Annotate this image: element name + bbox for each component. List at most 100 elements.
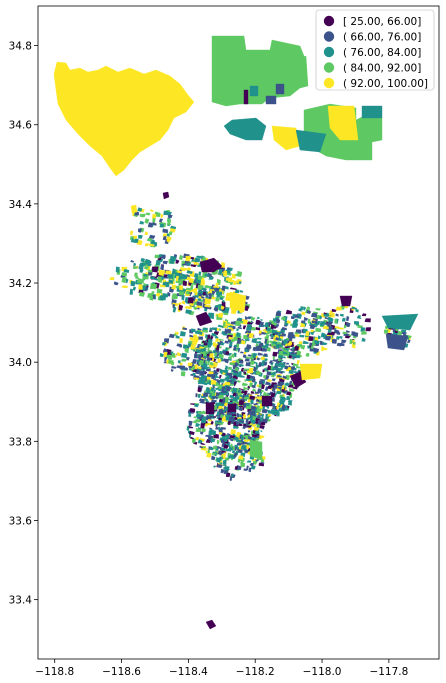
tract-region <box>361 105 383 119</box>
tract-region <box>319 321 326 327</box>
tract-region <box>264 386 269 392</box>
tract-region <box>197 336 204 340</box>
tract-region <box>200 423 205 429</box>
tract-region <box>216 345 220 351</box>
tract-region <box>195 375 200 378</box>
tract-region <box>215 338 220 342</box>
tract-region <box>244 348 249 353</box>
tract-region <box>162 236 167 241</box>
tract-region <box>351 331 356 336</box>
tract-region <box>204 423 209 427</box>
tract-region <box>171 293 179 300</box>
tract-region <box>236 331 242 338</box>
tract-region <box>250 419 256 424</box>
tract-region <box>208 371 215 375</box>
tract-region <box>327 105 359 141</box>
tract-region <box>252 352 258 357</box>
tract-region <box>289 380 293 385</box>
tract-region <box>233 452 238 458</box>
tract-region <box>177 270 183 274</box>
tract-region <box>197 298 202 302</box>
tract-region <box>306 309 312 314</box>
tract-region <box>322 341 328 346</box>
tract-region <box>176 343 182 348</box>
tract-region <box>190 264 197 268</box>
tract-region <box>278 407 283 410</box>
tract-region <box>194 403 199 408</box>
tract-region <box>270 342 276 347</box>
tract-region <box>260 319 263 322</box>
tract-region <box>276 341 281 345</box>
tract-region <box>144 243 150 247</box>
tract-region <box>151 213 157 219</box>
tract-region <box>274 332 279 336</box>
tract-region <box>276 367 281 372</box>
tract-region <box>288 388 295 392</box>
tract-region <box>308 336 314 342</box>
tract-region <box>181 358 188 362</box>
tract-region <box>261 408 268 414</box>
tract-region <box>198 292 203 297</box>
tract-region <box>234 465 239 470</box>
tract-region <box>149 282 158 290</box>
tract-region <box>217 394 224 399</box>
tract-region <box>139 220 144 225</box>
tract-region <box>132 286 137 291</box>
tract-region <box>239 290 244 293</box>
tract-region <box>383 329 389 334</box>
tract-region <box>189 430 195 436</box>
tract-region <box>207 334 211 339</box>
tract-region <box>224 367 228 370</box>
tract-region <box>190 344 196 350</box>
tract-region <box>291 357 295 360</box>
tract-region <box>277 344 284 347</box>
tract-region <box>276 318 281 324</box>
tract-region <box>258 384 263 388</box>
tract-region <box>280 365 284 371</box>
tract-region <box>231 360 237 363</box>
tract-region <box>205 401 215 415</box>
tract-region <box>237 455 244 460</box>
tract-region <box>212 396 216 400</box>
tract-region <box>161 254 166 260</box>
tract-region <box>177 360 181 364</box>
tract-region <box>152 218 156 223</box>
tract-region <box>209 353 214 359</box>
tract-region <box>295 129 327 153</box>
tract-region <box>282 405 286 409</box>
tract-region <box>345 321 351 328</box>
tract-region <box>150 209 154 213</box>
tract-region <box>198 411 203 415</box>
tract-region <box>215 387 219 391</box>
tract-region <box>184 367 189 371</box>
tract-region <box>244 315 248 320</box>
tract-region <box>339 313 344 317</box>
tract-region <box>342 331 348 335</box>
tract-region <box>246 321 253 325</box>
tract-region <box>210 386 214 392</box>
tract-region <box>202 291 207 296</box>
tract-region <box>256 408 260 413</box>
tract-region <box>237 389 241 393</box>
tract-region <box>316 321 321 325</box>
tract-region <box>180 273 188 280</box>
tract-region <box>257 388 262 394</box>
tract-region <box>192 288 196 292</box>
tract-region <box>261 347 267 352</box>
tract-region <box>156 288 163 294</box>
tract-region <box>216 439 220 445</box>
tract-region <box>247 430 251 433</box>
tract-regions <box>53 35 419 630</box>
tract-region <box>210 437 216 443</box>
tract-region <box>240 375 245 378</box>
tract-region <box>188 412 192 417</box>
tract-region <box>208 430 212 436</box>
tract-region <box>228 367 233 370</box>
tract-region <box>239 359 244 364</box>
tract-region <box>138 263 144 270</box>
tract-region <box>139 213 144 218</box>
tract-region <box>213 364 218 368</box>
tract-region <box>201 427 206 433</box>
tract-region <box>271 125 301 151</box>
